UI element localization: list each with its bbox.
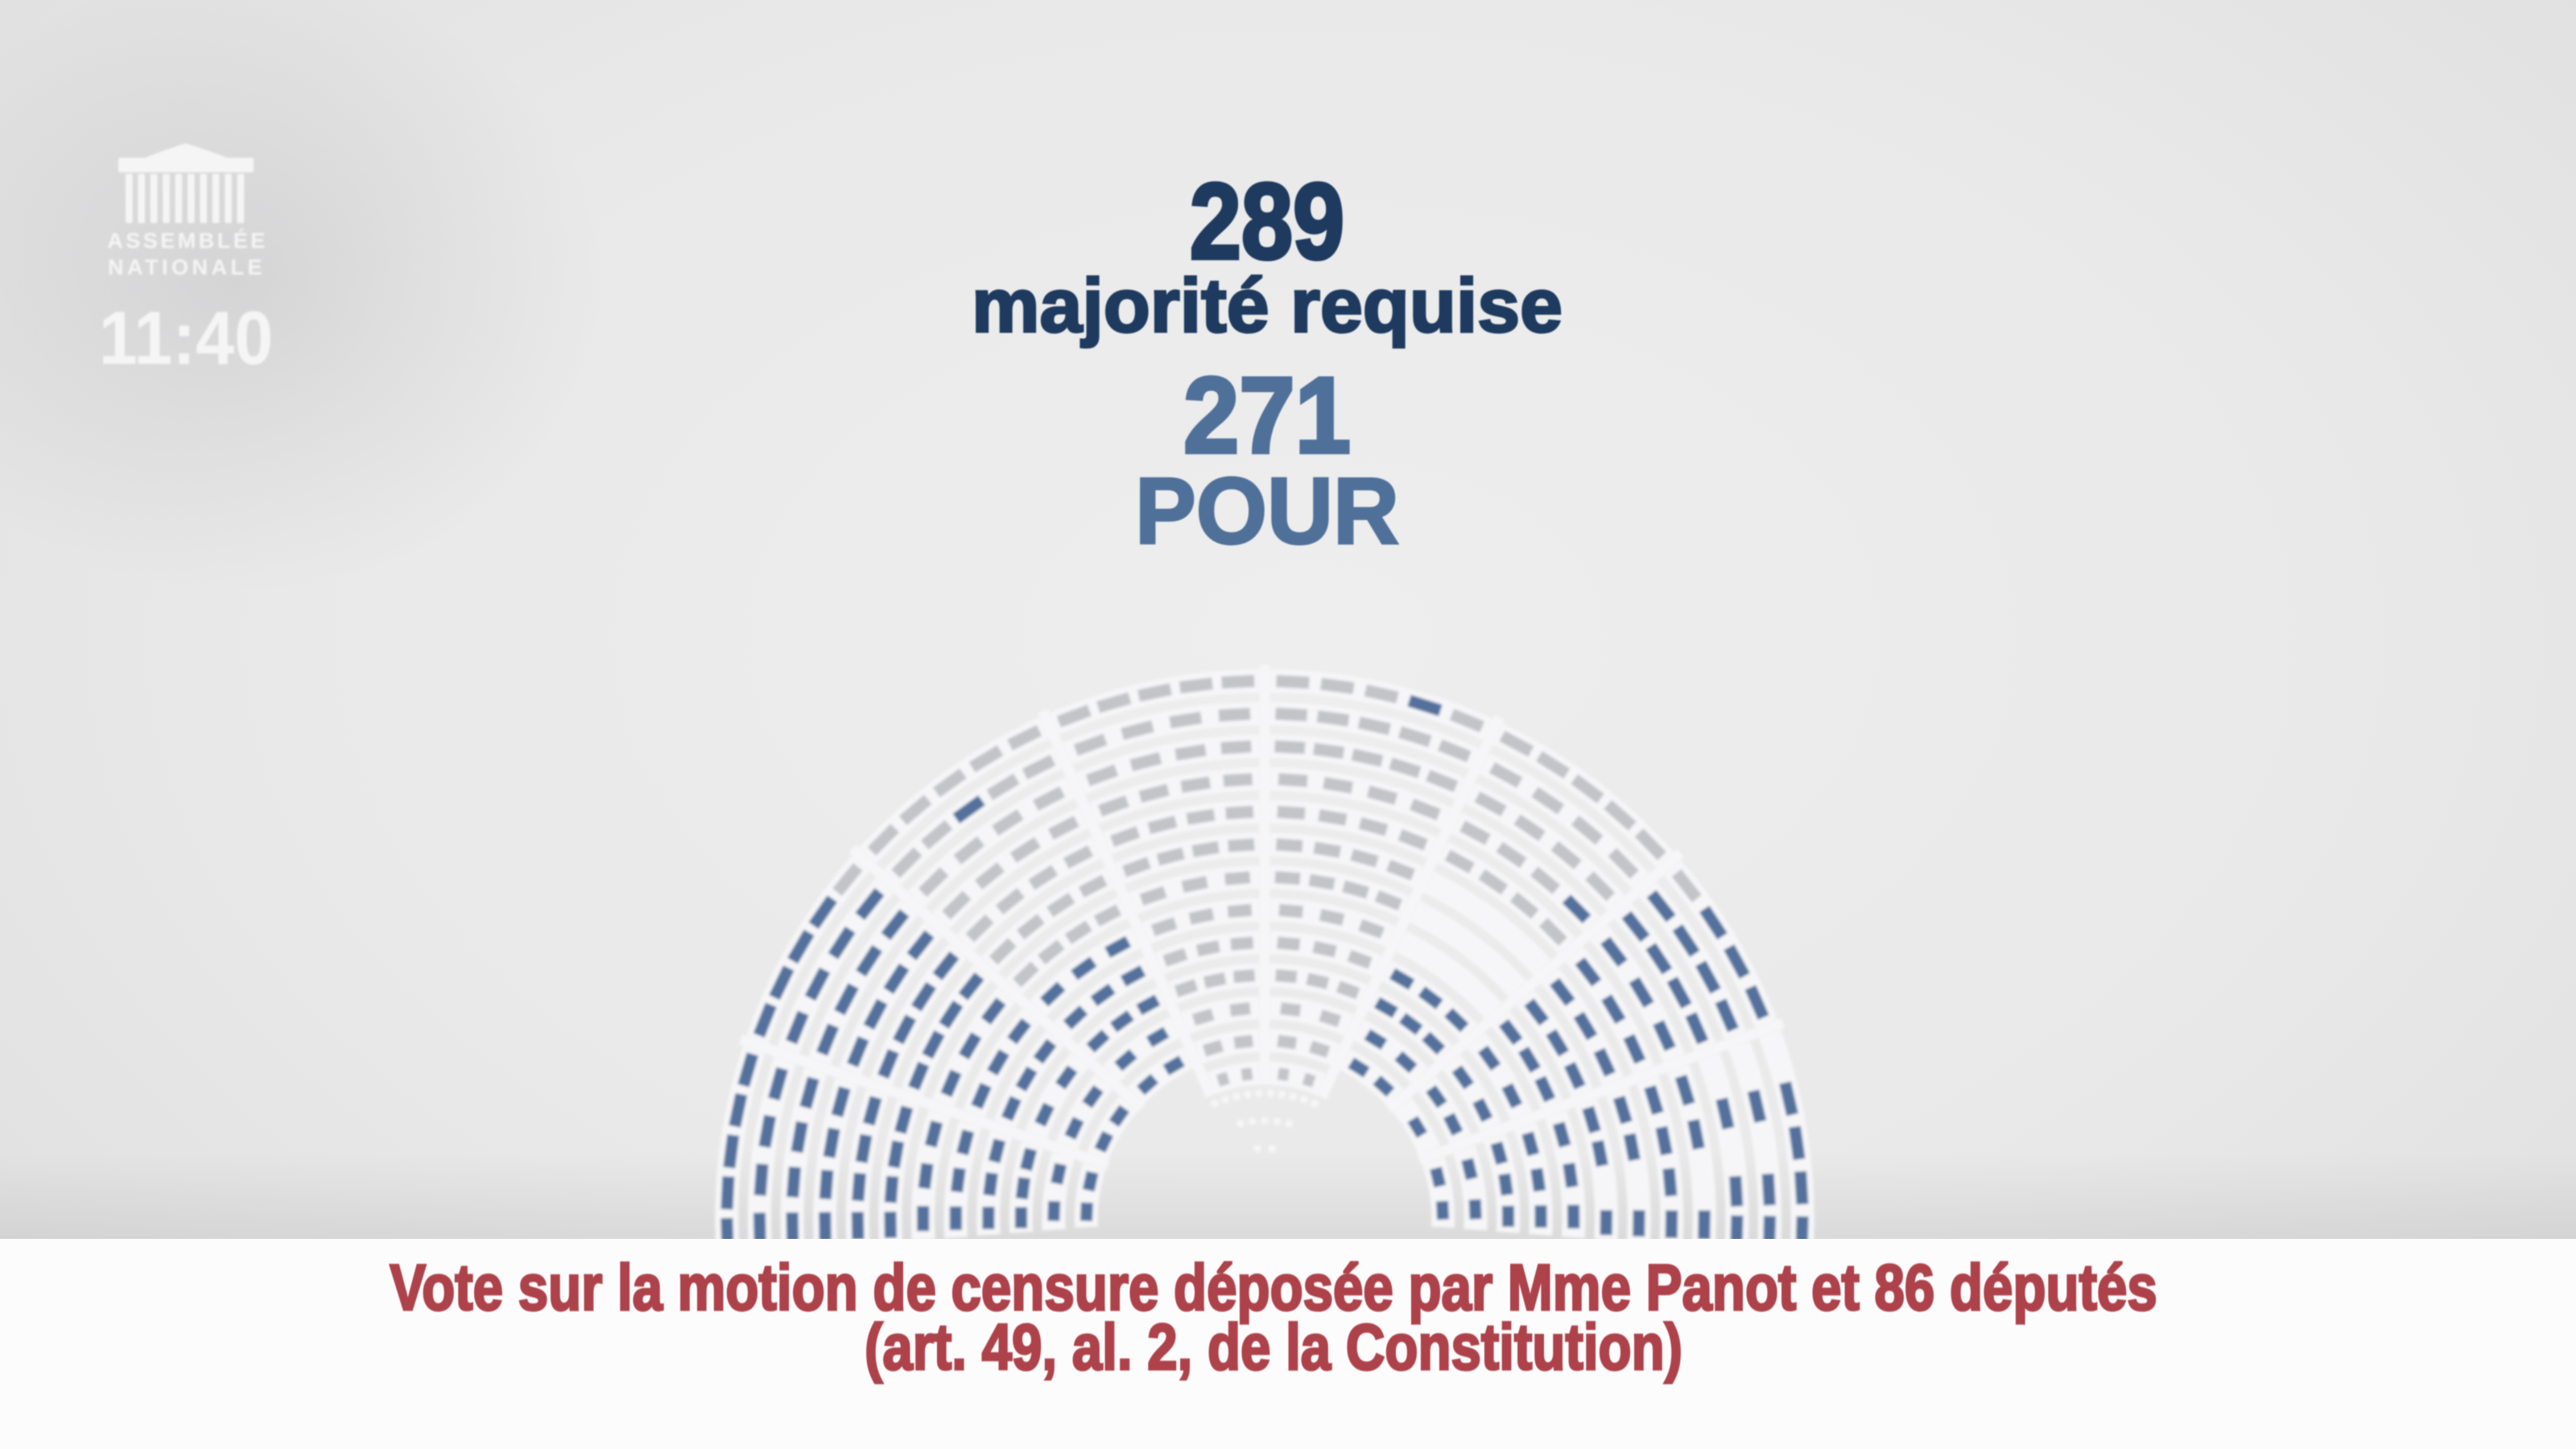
svg-text:ASSEMBLÉE: ASSEMBLÉE [107, 228, 268, 253]
svg-text:NATIONALE: NATIONALE [108, 255, 266, 279]
svg-text:11:40: 11:40 [99, 296, 273, 381]
